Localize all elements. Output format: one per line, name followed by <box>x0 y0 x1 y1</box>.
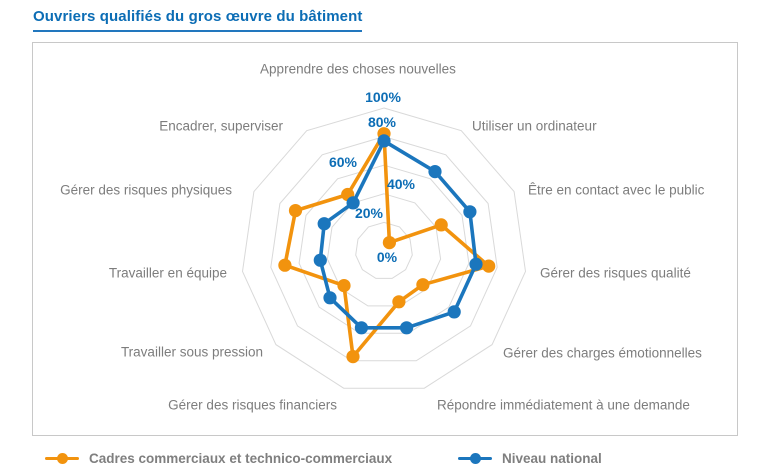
category-label: Apprendre des choses nouvelles <box>260 62 456 77</box>
chart-title: Ouvriers qualifiés du gros œuvre du bâti… <box>33 8 363 32</box>
category-label: Gérer des risques physiques <box>60 183 232 198</box>
grid-ring <box>326 193 442 307</box>
data-point-marker <box>317 217 331 231</box>
tick-label: 0% <box>377 249 398 265</box>
category-label: Gérer des charges émotionnelles <box>503 346 702 361</box>
category-label: Utiliser un ordinateur <box>472 119 597 134</box>
legend-label: Niveau national <box>502 450 602 466</box>
legend-marker-orange-icon <box>45 451 79 465</box>
data-point-marker <box>278 258 292 272</box>
data-point-marker <box>346 350 360 364</box>
data-point-marker <box>323 291 337 305</box>
legend-label: Cadres commerciaux et technico-commercia… <box>89 450 393 466</box>
tick-label: 80% <box>368 114 397 130</box>
data-point-marker <box>482 259 496 273</box>
data-point-marker <box>428 165 442 179</box>
category-label: Gérer des risques financiers <box>168 398 337 413</box>
data-point-marker <box>447 305 461 319</box>
data-point-marker <box>469 257 483 271</box>
grid-ring <box>270 136 498 362</box>
tick-label: 40% <box>387 176 416 192</box>
data-point-marker <box>288 204 303 218</box>
category-label: Gérer des risques qualité <box>540 266 691 281</box>
category-label: Répondre immédiatement à une demande <box>437 398 690 413</box>
data-point-marker <box>313 253 327 267</box>
tick-label: 60% <box>329 154 358 170</box>
grid-ring <box>241 107 527 389</box>
grid-ring <box>298 164 470 334</box>
data-point-marker <box>346 196 360 210</box>
data-point-marker <box>382 236 396 250</box>
category-label: Encadrer, superviser <box>159 119 283 134</box>
category-label: Travailler en équipe <box>109 266 227 281</box>
data-point-marker <box>463 205 477 219</box>
tick-label: 20% <box>355 205 384 221</box>
data-point-marker <box>416 278 430 292</box>
category-label: Être en contact avec le public <box>528 183 705 198</box>
data-point-marker <box>377 134 391 148</box>
data-point-marker <box>354 321 368 335</box>
legend-marker-blue-icon <box>458 451 492 465</box>
data-point-marker <box>392 295 406 309</box>
data-point-marker <box>400 321 414 335</box>
tick-label: 100% <box>365 89 401 105</box>
data-point-marker <box>337 279 351 293</box>
legend-item-cadres-commerciaux: Cadres commerciaux et technico-commercia… <box>45 449 392 467</box>
legend-item-niveau-national: Niveau national <box>458 449 602 467</box>
data-point-marker <box>434 218 448 232</box>
category-label: Travailler sous pression <box>121 345 263 360</box>
